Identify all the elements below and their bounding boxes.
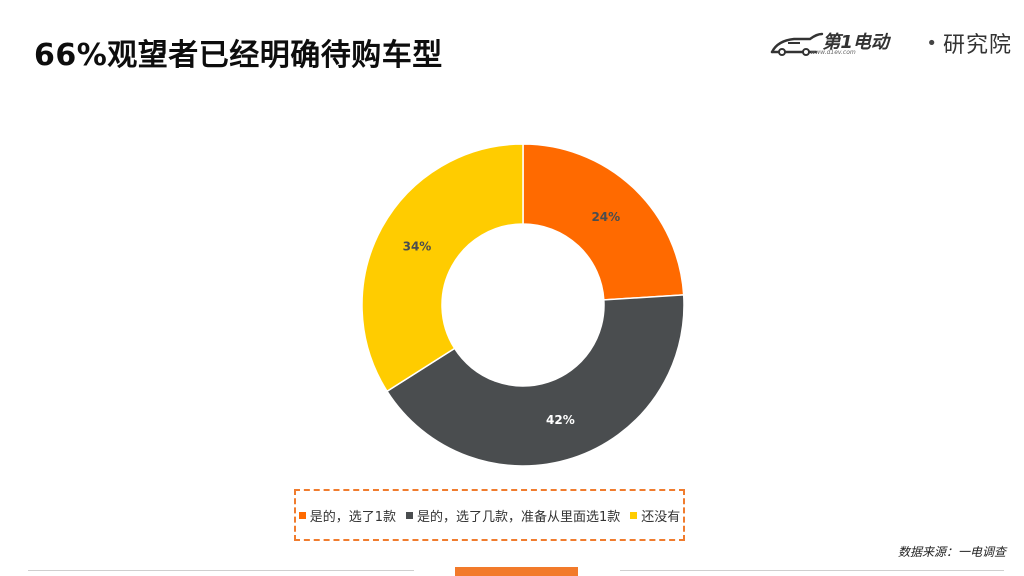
legend-item-1: 是的，选了1款 — [298, 506, 396, 525]
chart-legend: 是的，选了1款 是的，选了几款，准备从里面选1款 还没有 — [294, 489, 685, 541]
logo-url-text: www.d1ev.com — [810, 49, 856, 56]
legend-label-3: 还没有 — [641, 509, 681, 525]
logo-institute-text: 研究院 — [942, 33, 1012, 58]
page-title: 66%观望者已经明确待购车型 — [34, 38, 443, 73]
footer-divider-left — [28, 570, 414, 571]
legend-swatch-3 — [630, 511, 638, 519]
brand-logo: 第1电动 www.d1ev.com • 研究院 — [770, 26, 1012, 60]
legend-label-2: 是的，选了几款，准备从里面选1款 — [416, 509, 621, 525]
donut-slice-1 — [522, 143, 685, 301]
donut-label-3: 34% — [403, 240, 432, 254]
donut-label-1: 24% — [591, 210, 620, 224]
footer-accent-bar — [455, 567, 578, 576]
logo-separator: • — [926, 32, 937, 54]
legend-swatch-1 — [298, 511, 306, 519]
donut-label-2: 42% — [546, 413, 575, 427]
footer-divider-right — [620, 570, 1004, 571]
legend-item-3: 还没有 — [630, 506, 680, 525]
legend-label-1: 是的，选了1款 — [309, 509, 396, 525]
legend-item-2: 是的，选了几款，准备从里面选1款 — [405, 506, 621, 525]
logo-brand-text: 第1电动 — [822, 32, 889, 53]
legend-swatch-2 — [405, 511, 413, 519]
donut-slice-2 — [386, 294, 685, 467]
data-source-note: 数据来源：一电调查 — [897, 545, 1006, 559]
car-logo-icon: 第1电动 www.d1ev.com — [770, 26, 920, 60]
donut-slice-3 — [361, 143, 524, 393]
